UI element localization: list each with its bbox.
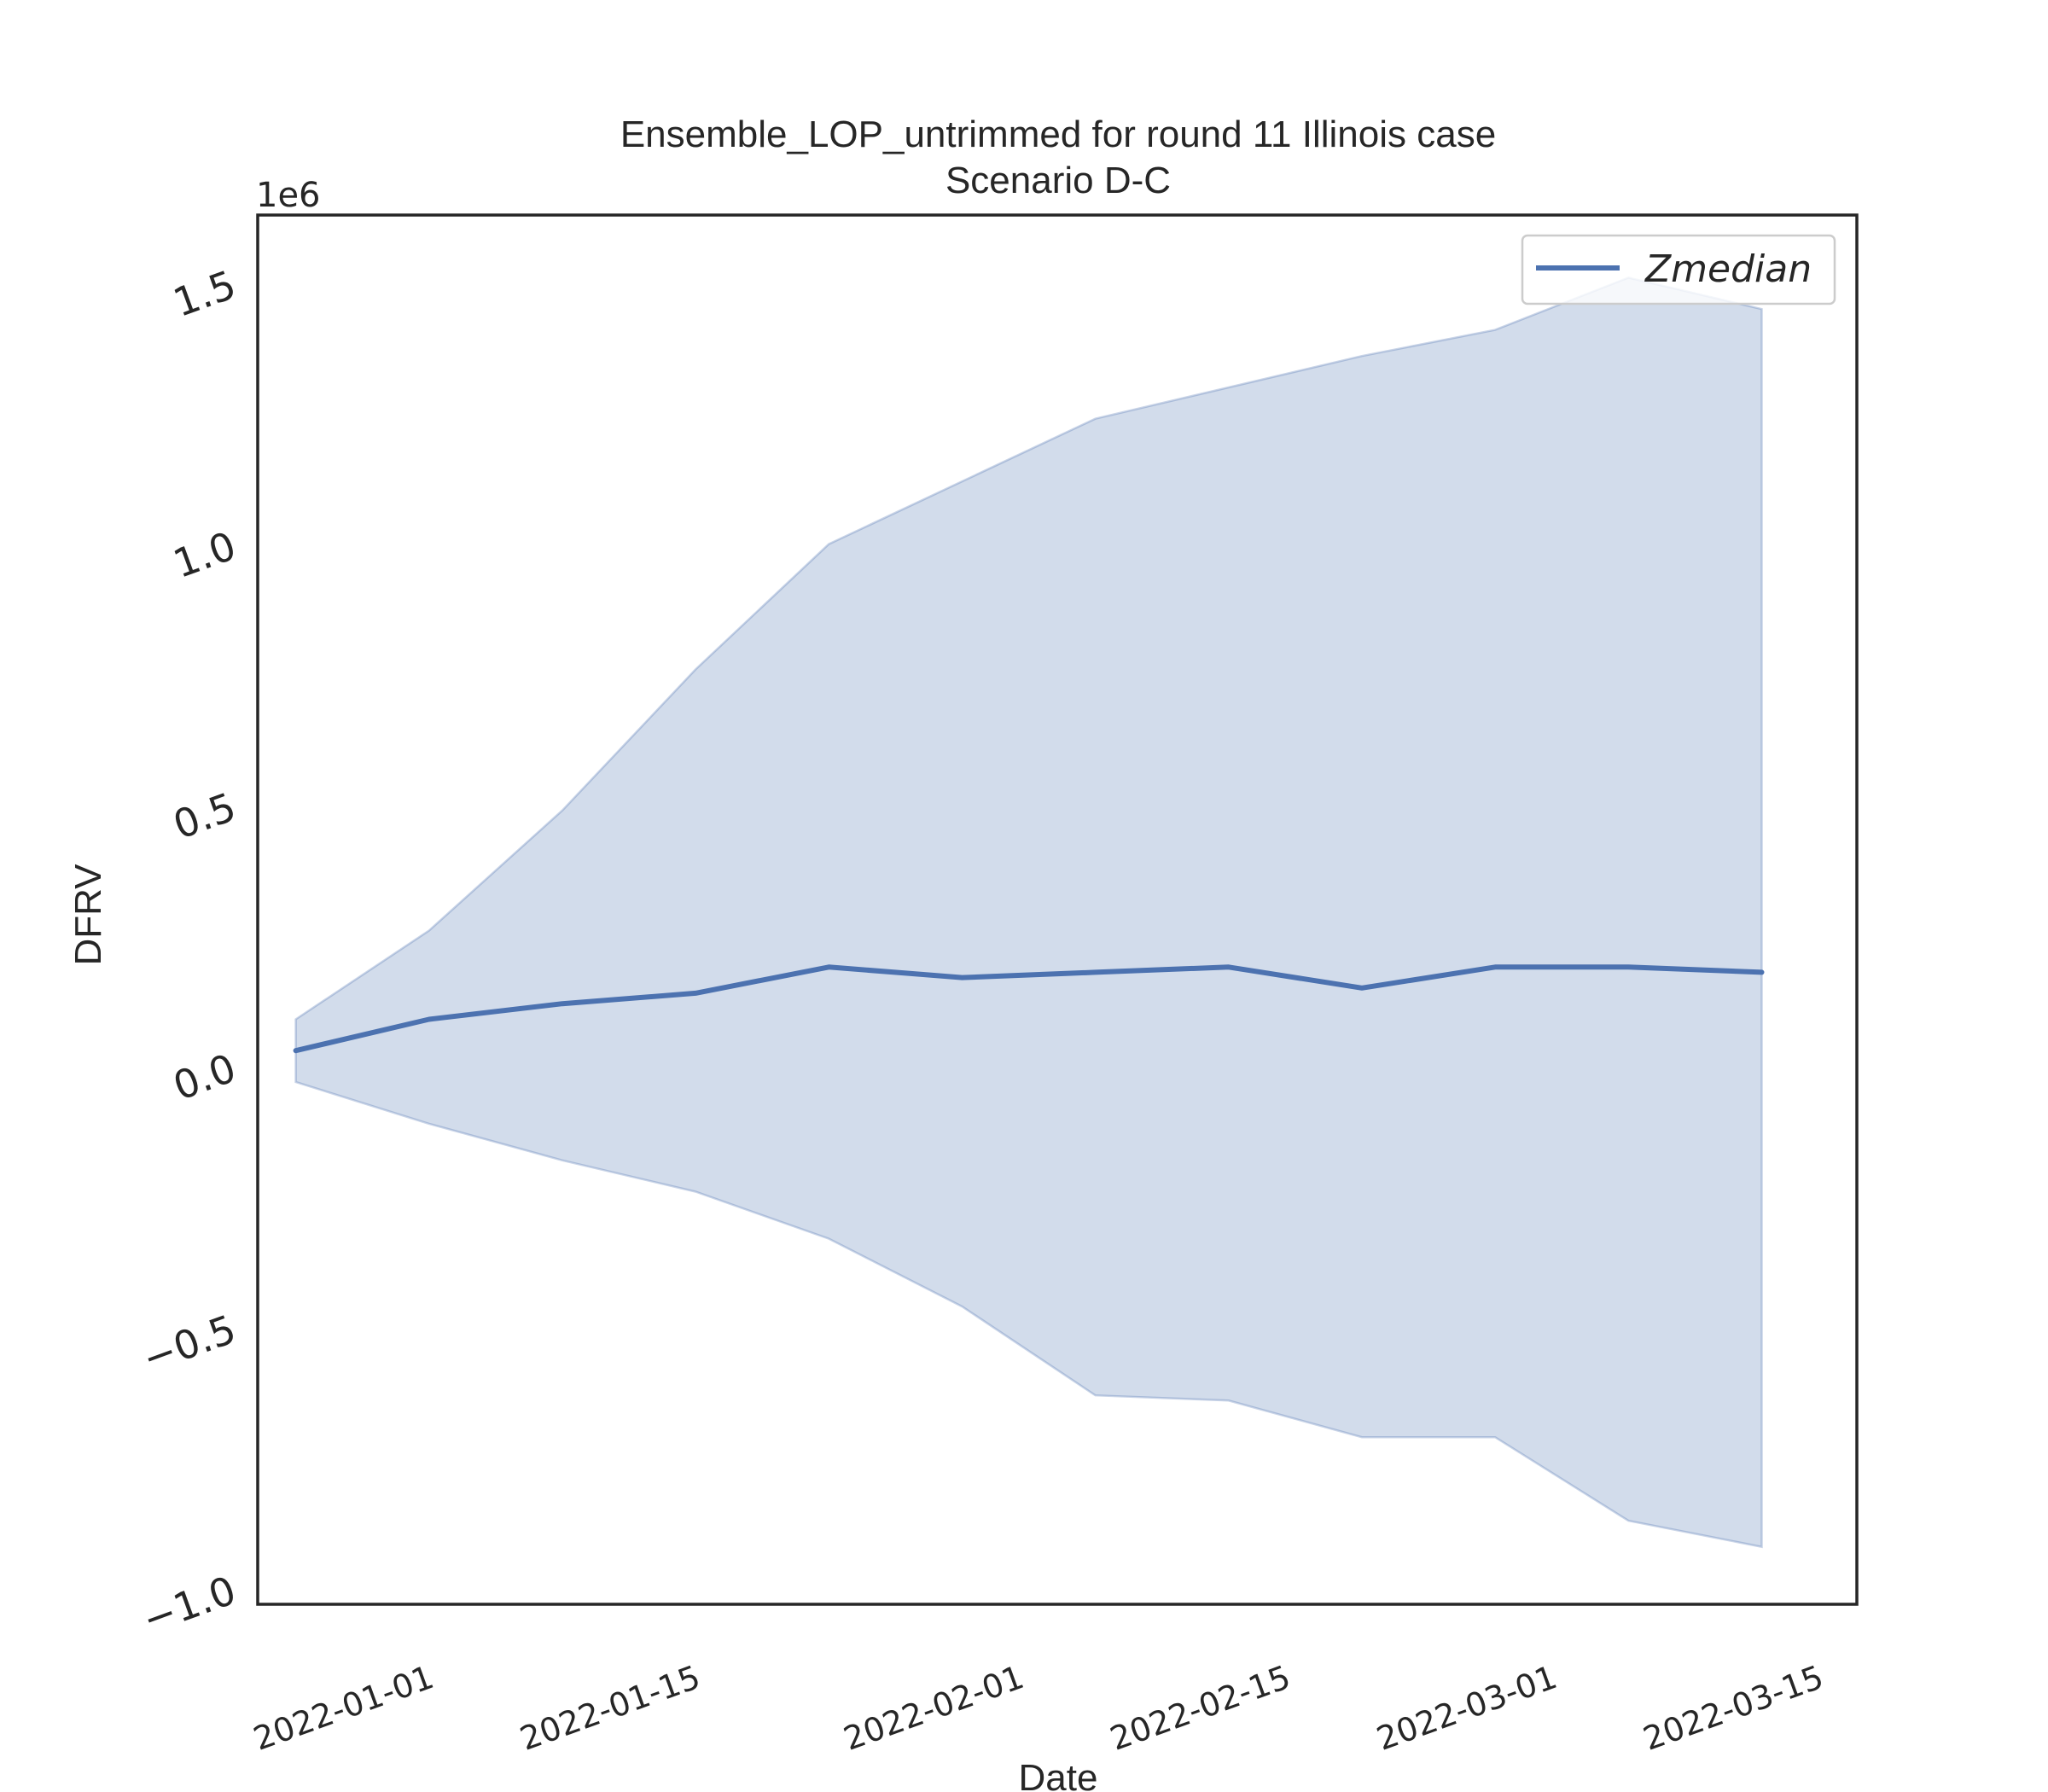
series-line-zmedian [293,964,1765,1054]
chart-title: Ensemble_LOP_untrimmed for round 11 Illi… [620,113,1496,155]
y-tick-label: 0.0 [167,1044,241,1109]
plot-area [293,276,1765,1549]
chart-subtitle: Scenario D-C [945,160,1171,201]
y-offset-label: 1e6 [256,176,321,215]
x-tick-label: 2022-01-15 [515,1658,706,1758]
x-tick-label: 2022-03-01 [1372,1658,1562,1758]
y-axis-ticks: −1.0 −0.5 0.0 0.5 1.0 1.5 [137,261,241,1643]
x-axis-label: Date [1019,1757,1098,1792]
y-tick-label: 1.5 [167,261,241,326]
y-axis-label: DFRV [67,864,109,966]
legend-label-zmedian: Zmedian [1644,247,1812,291]
plot-frame [256,213,1859,1606]
y-tick-label: 1.0 [167,522,241,587]
y-tick-label: 0.5 [167,783,241,848]
y-tick-label: −1.0 [137,1567,241,1643]
legend-box [1521,234,1836,305]
uncertainty-band [294,276,1763,1549]
x-tick-label: 2022-02-15 [1105,1658,1295,1758]
x-axis-ticks: 2022-01-01 2022-01-15 2022-02-01 2022-02-15… [248,1658,1828,1758]
y-tick-label: −0.5 [137,1306,241,1382]
x-tick-label: 2022-03-15 [1638,1658,1829,1758]
x-tick-label: 2022-01-01 [248,1658,439,1758]
legend: Zmedian [1521,234,1836,305]
x-tick-label: 2022-02-01 [839,1658,1029,1758]
